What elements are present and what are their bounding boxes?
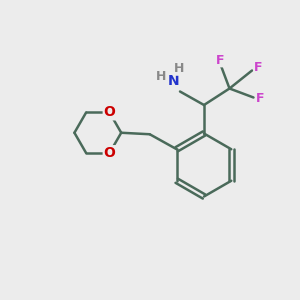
Text: F: F	[254, 61, 263, 74]
Text: F: F	[216, 53, 225, 67]
Text: H: H	[174, 62, 184, 75]
Text: H: H	[156, 70, 166, 83]
Text: N: N	[168, 74, 179, 88]
Text: O: O	[103, 106, 116, 119]
Text: O: O	[103, 146, 116, 160]
Text: F: F	[256, 92, 264, 106]
